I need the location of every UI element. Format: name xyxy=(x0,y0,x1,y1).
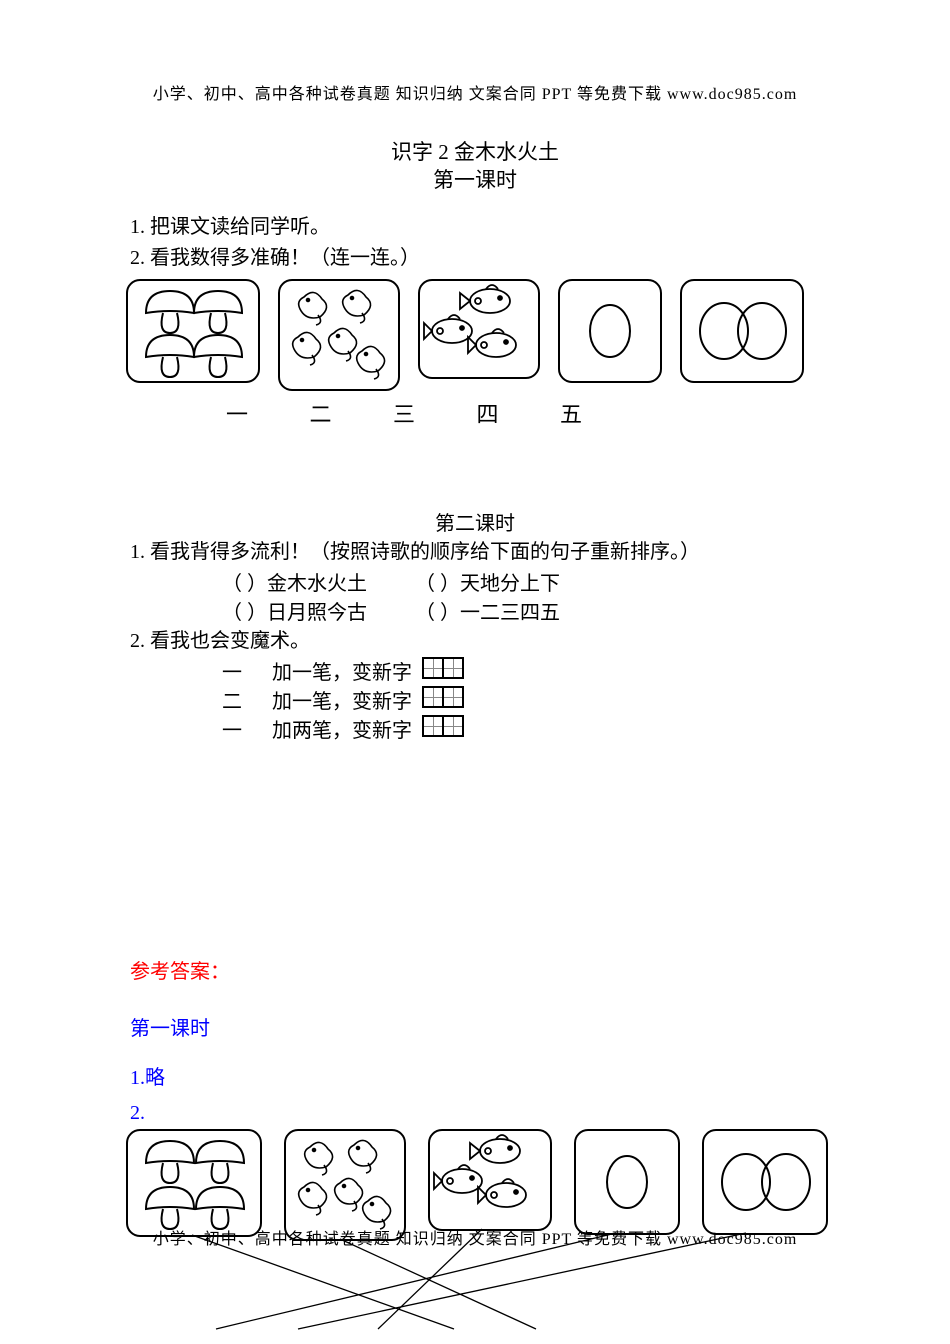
l2-q1-num: 1. xyxy=(130,541,145,563)
page-footer: 小学、初中、高中各种试卷真题 知识归纳 文案合同 PPT 等免费下载 www.d… xyxy=(0,1225,950,1249)
answers-q1: 1.略 xyxy=(130,1061,820,1090)
card-two-circles xyxy=(680,279,804,383)
magic-r3-b: 加两笔，变新字 xyxy=(272,714,412,743)
card-birds xyxy=(278,279,400,391)
poem-c: （ ）日月照今古 xyxy=(222,596,367,625)
poem-d: （ ）一二三四五 xyxy=(415,596,560,625)
tian-grid xyxy=(422,686,464,713)
magic-r3-a: 一 xyxy=(222,714,242,743)
l1-q2-text: 看我数得多准确！（连一连。） xyxy=(150,247,420,269)
fish-icon xyxy=(430,1131,550,1229)
doc-title: 识字 2 金木水火土 xyxy=(130,138,820,166)
answers-lesson1-title: 第一课时 xyxy=(130,1012,820,1041)
fish-icon xyxy=(420,281,538,377)
answer-cards-row xyxy=(126,1129,820,1241)
two-circles-icon xyxy=(682,281,802,381)
card-two-circles-ans xyxy=(702,1129,828,1235)
card-birds-ans xyxy=(284,1129,406,1241)
birds-icon xyxy=(286,1131,404,1239)
card-mushrooms-ans xyxy=(126,1129,262,1237)
magic-r1-b: 加一笔，变新字 xyxy=(272,656,412,685)
one-circle-icon xyxy=(560,281,660,381)
two-circles-icon xyxy=(704,1131,826,1233)
mushrooms-icon xyxy=(128,1131,260,1235)
l2-q2-text: 看我也会变魔术。 xyxy=(150,630,310,652)
lesson1-title: 第一课时 xyxy=(130,166,820,194)
card-one-circle-ans xyxy=(574,1129,680,1235)
l2-q2-num: 2. xyxy=(130,630,145,652)
l2-q1-text: 看我背得多流利！（按照诗歌的顺序给下面的句子重新排序。） xyxy=(150,541,700,563)
magic-r1-a: 一 xyxy=(222,656,242,685)
number-answers: 一 二 三 四 五 xyxy=(226,397,820,429)
l1-q1-num: 1. xyxy=(130,216,145,238)
magic-r2-b: 加一笔，变新字 xyxy=(272,685,412,714)
match-cards-row xyxy=(126,279,820,391)
card-mushrooms xyxy=(126,279,260,383)
one-circle-icon xyxy=(576,1131,678,1233)
card-one-circle xyxy=(558,279,662,383)
card-fish-ans xyxy=(428,1129,552,1231)
birds-icon xyxy=(280,281,398,389)
card-fish xyxy=(418,279,540,379)
tian-grid xyxy=(422,657,464,684)
mushrooms-icon xyxy=(128,281,258,381)
answers-q2: 2. xyxy=(130,1102,820,1125)
answers-label: 参考答案： xyxy=(130,955,820,984)
l1-q1-text: 把课文读给同学听。 xyxy=(150,216,330,238)
poem-a: （ ）金木水火土 xyxy=(222,567,367,596)
l1-q2-num: 2. xyxy=(130,247,145,269)
poem-b: （ ）天地分上下 xyxy=(415,567,560,596)
lesson2-title: 第二课时 xyxy=(130,507,820,536)
tian-grid xyxy=(422,715,464,742)
page-header: 小学、初中、高中各种试卷真题 知识归纳 文案合同 PPT 等免费下载 www.d… xyxy=(130,80,820,104)
magic-r2-a: 二 xyxy=(222,685,242,714)
